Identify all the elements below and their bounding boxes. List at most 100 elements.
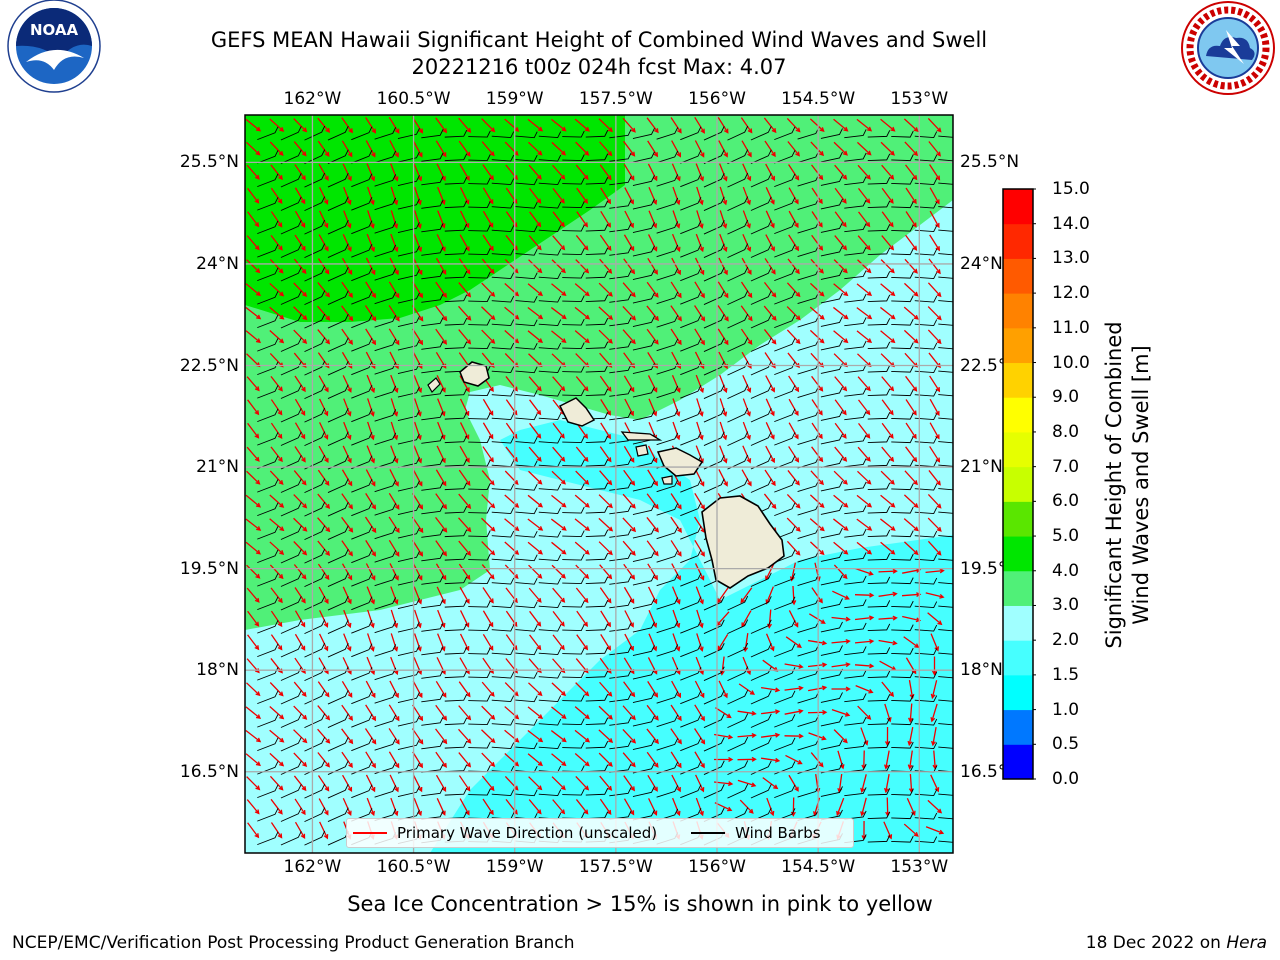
wave-arrow	[388, 539, 400, 557]
wave-arrow	[458, 329, 472, 345]
colorbar-swatch	[1003, 536, 1033, 572]
wind-barb	[562, 342, 585, 349]
wave-arrow	[342, 586, 352, 605]
wind-barb	[727, 713, 749, 729]
wave-arrow	[574, 541, 590, 555]
island-oahu	[558, 397, 596, 427]
wave-arrow	[671, 680, 681, 699]
lon-tick-bottom: 156°W	[688, 857, 746, 877]
wind-barb	[844, 176, 867, 186]
wind-barb	[468, 624, 491, 631]
wave-arrow	[504, 518, 520, 532]
wave-arrow	[742, 210, 751, 229]
wave-arrow	[388, 704, 400, 722]
wave-arrow	[551, 564, 566, 579]
wind-barb	[914, 530, 938, 538]
wave-arrow	[388, 516, 400, 534]
wind-barb	[397, 198, 420, 210]
wind-barb	[938, 417, 953, 420]
wind-barb	[351, 619, 373, 634]
wave-arrow	[763, 281, 777, 298]
wind-barb	[820, 480, 843, 492]
wind-barb	[914, 742, 938, 750]
wave-arrow	[269, 118, 285, 132]
wind-barb	[421, 740, 444, 750]
wind-barb	[585, 224, 609, 232]
wave-arrow	[317, 563, 330, 581]
wave-arrow	[810, 141, 825, 157]
wind-barb	[280, 831, 302, 846]
wind-barb	[397, 692, 420, 703]
wave-arrow	[807, 662, 828, 668]
wave-arrow	[574, 706, 590, 720]
wind-barb	[257, 455, 279, 470]
wind-barb	[351, 337, 373, 352]
wind-barb	[632, 245, 655, 257]
wind-barb	[656, 691, 679, 704]
wave-arrow	[504, 706, 520, 720]
wind-barb	[444, 482, 468, 491]
wave-arrow	[694, 116, 705, 134]
wave-arrow	[317, 540, 331, 557]
wave-arrow	[623, 798, 635, 816]
wind-barb	[444, 506, 468, 514]
wave-arrow	[811, 164, 824, 181]
wave-arrow	[787, 141, 800, 157]
wave-arrow	[342, 798, 352, 816]
wave-arrow	[694, 751, 705, 769]
wind-barb	[491, 530, 515, 538]
wind-barb	[938, 840, 953, 843]
wave-arrow	[927, 282, 942, 298]
wave-arrow	[807, 709, 828, 715]
wind-barb	[468, 671, 491, 678]
wind-barb	[257, 549, 279, 564]
wind-barb	[280, 314, 302, 329]
wind-barb	[280, 173, 302, 188]
wave-arrow	[412, 704, 424, 722]
wave-arrow	[364, 305, 377, 322]
wave-arrow	[858, 399, 871, 416]
wind-barb	[844, 340, 867, 350]
wave-arrow	[246, 141, 261, 156]
wave-arrow	[624, 610, 634, 628]
wave-arrow	[739, 799, 754, 814]
wave-arrow	[694, 680, 705, 699]
wave-arrow	[574, 518, 591, 532]
wind-barb	[351, 455, 373, 470]
wind-barb	[538, 366, 562, 374]
wind-barb	[468, 788, 491, 796]
wind-barb	[656, 573, 679, 587]
wind-barb	[632, 128, 655, 139]
wind-barb	[844, 152, 867, 162]
wave-arrow	[765, 422, 775, 440]
wave-arrow	[293, 564, 307, 580]
wind-barb	[491, 695, 515, 702]
wave-arrow	[481, 494, 496, 509]
wind-barb	[257, 314, 279, 329]
wave-arrow	[740, 281, 753, 299]
wind-barb	[844, 199, 867, 209]
wind-barb	[938, 605, 953, 608]
wave-arrow	[881, 235, 895, 251]
wave-arrow	[528, 470, 543, 485]
wind-barb	[327, 690, 349, 705]
wave-arrow	[318, 163, 329, 181]
wind-barb	[656, 338, 679, 352]
wave-arrow	[364, 516, 377, 534]
wave-arrow	[436, 798, 446, 816]
wave-arrow	[696, 398, 704, 417]
wind-barb	[703, 267, 725, 282]
wave-arrow	[317, 305, 331, 321]
wave-arrow	[884, 774, 890, 794]
wave-arrow	[741, 469, 752, 487]
wind-barb	[562, 577, 585, 584]
wind-barb	[844, 129, 867, 139]
wind-barb	[538, 671, 562, 679]
wind-barb	[491, 648, 515, 655]
wind-barb	[538, 389, 562, 397]
wave-arrow	[695, 586, 704, 605]
wind-barb	[585, 318, 609, 326]
wave-arrow	[738, 683, 756, 695]
wave-arrow	[343, 609, 352, 629]
wind-barb	[491, 507, 515, 514]
